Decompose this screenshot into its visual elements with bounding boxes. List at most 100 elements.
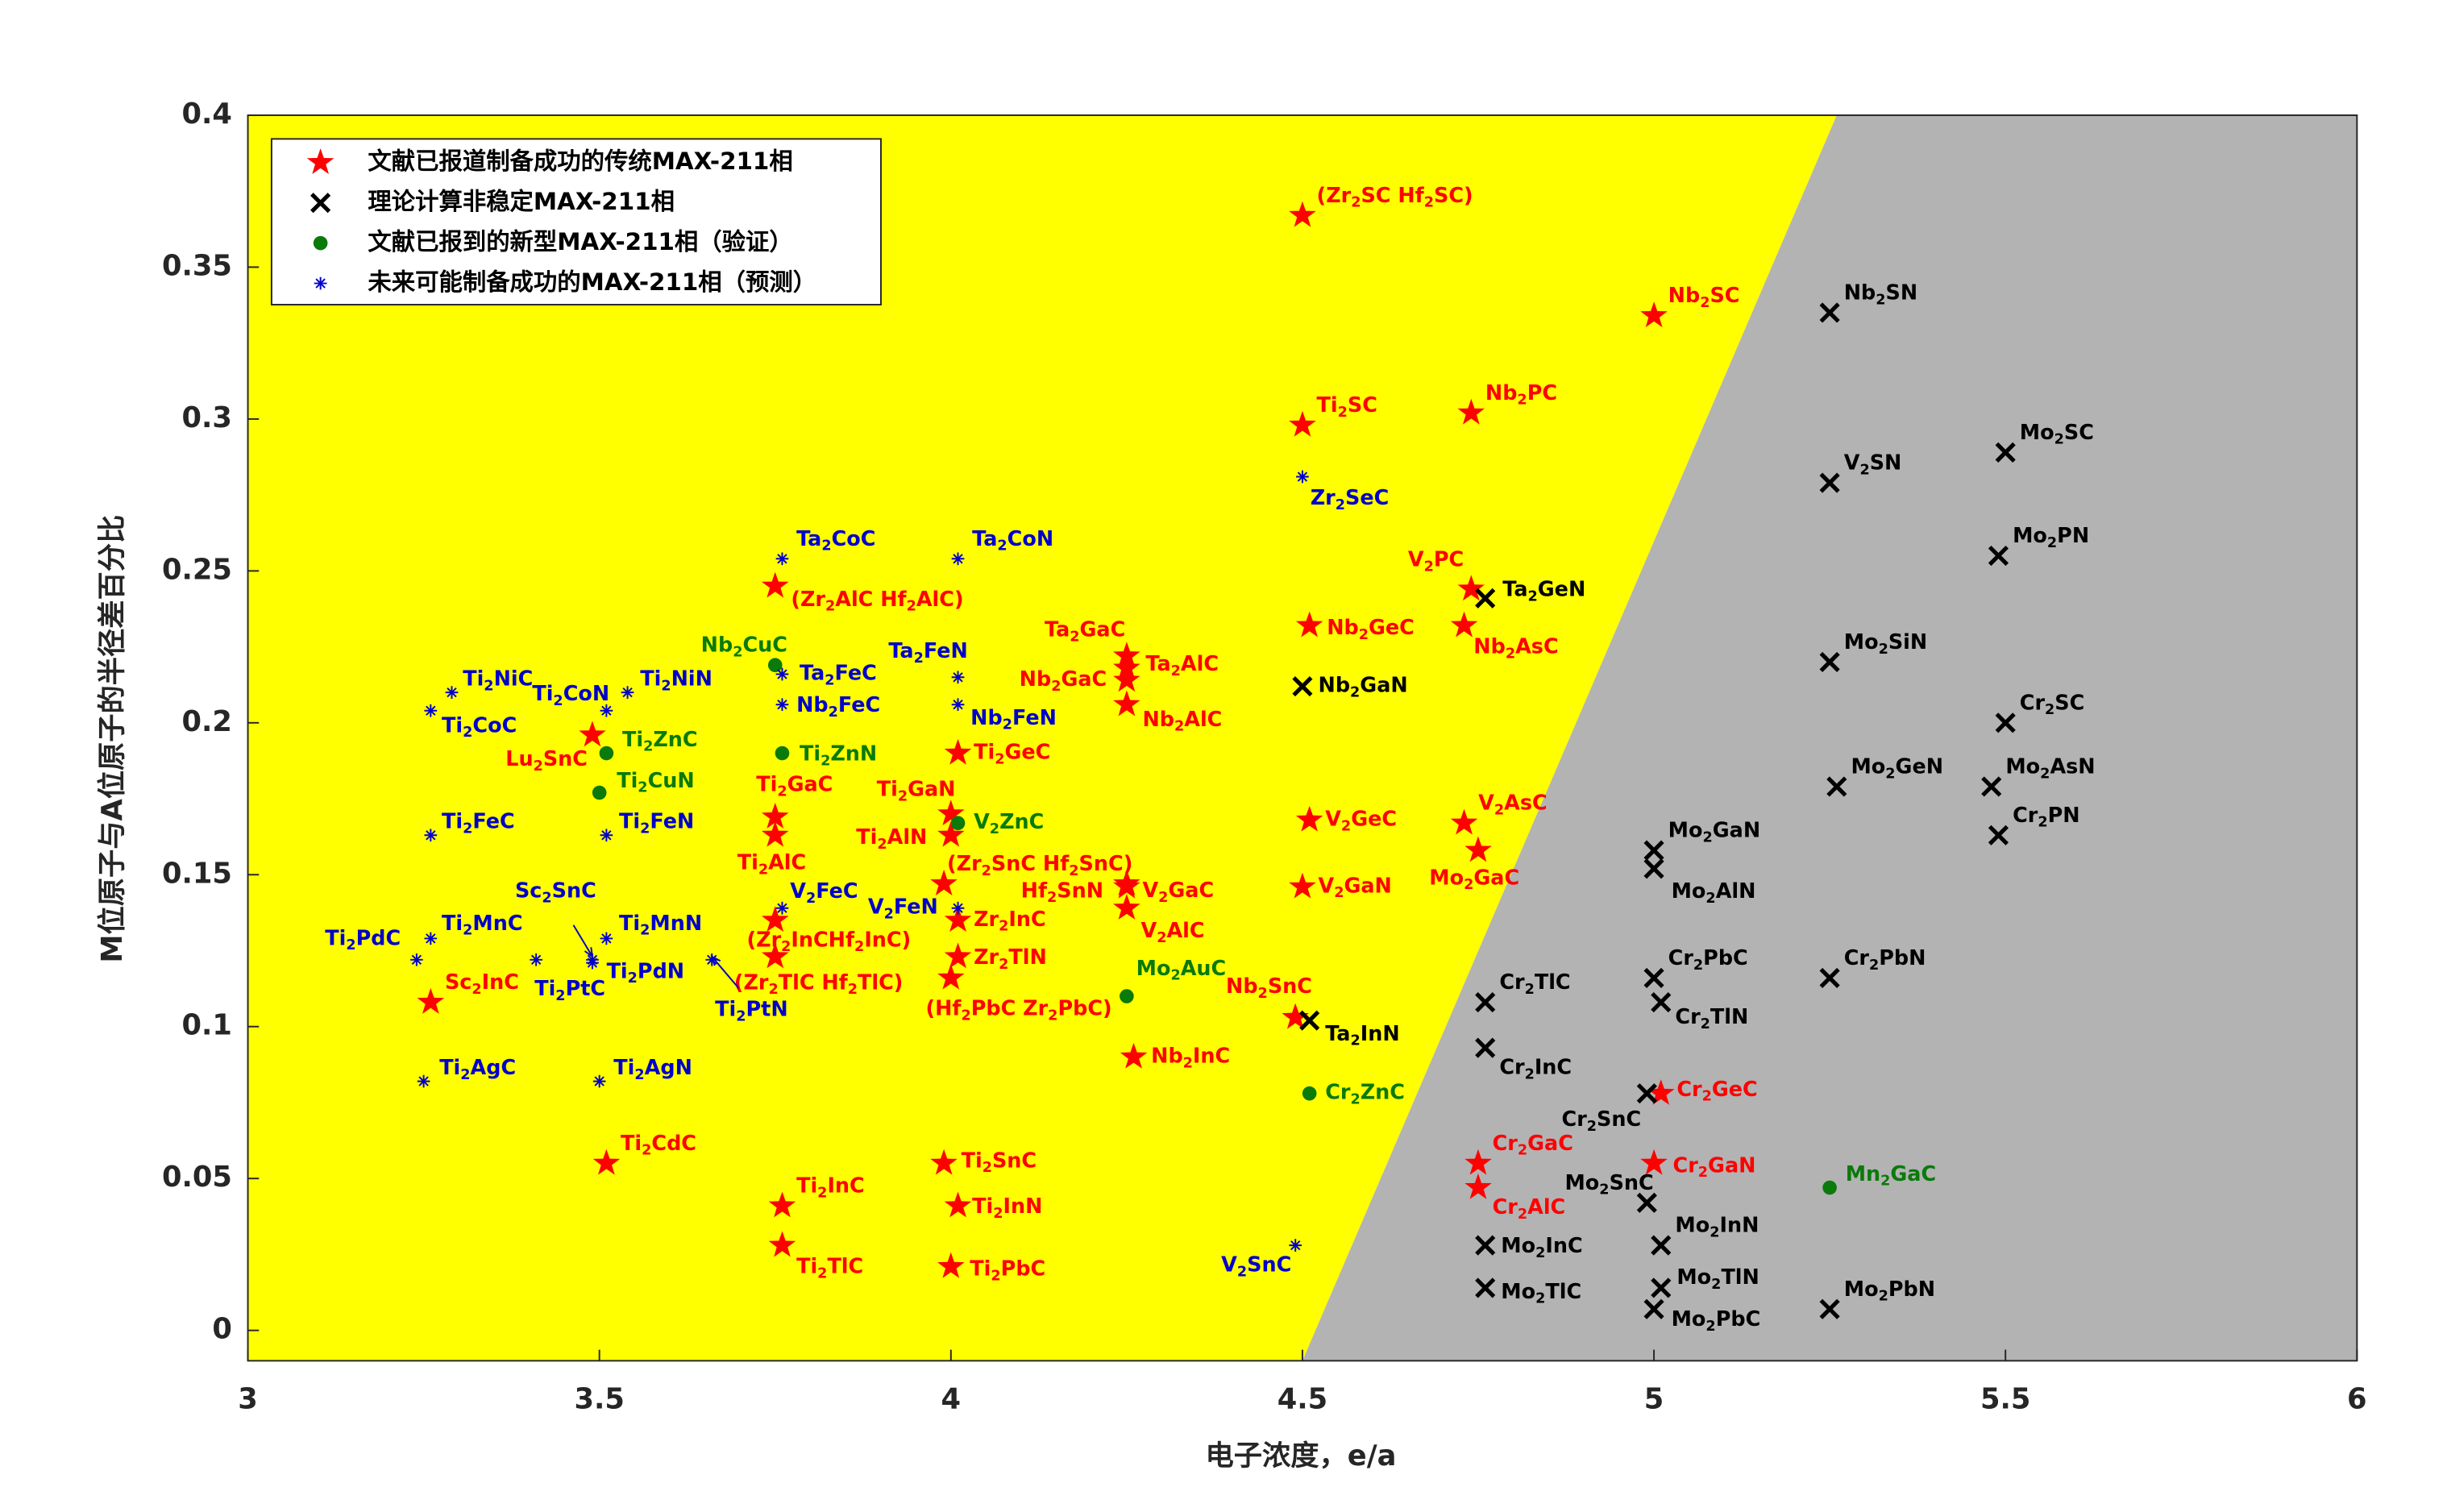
point-label: Cr2TlC [1499, 970, 1570, 998]
point-label: Mo2GaN [1668, 819, 1760, 846]
y-tick-label: 0.05 [162, 1161, 232, 1194]
y-tick-label: 0.2 [182, 705, 232, 738]
point-label: Cr2PbC [1668, 946, 1748, 974]
point-label: Cr2SC [2020, 691, 2085, 718]
star-marker [937, 800, 965, 826]
star-marker [937, 963, 965, 990]
x-tick-label: 6 [2347, 1382, 2367, 1415]
point-label: (Hf2PbC Zr2PbC) [925, 997, 1111, 1024]
point-label: Cr2GaC [1493, 1132, 1573, 1159]
asterisk-marker [424, 829, 438, 842]
x-tick-label: 4.5 [1278, 1382, 1327, 1415]
x-marker [1651, 1277, 1672, 1298]
label-arrow-head [710, 954, 721, 966]
star-marker [768, 1191, 796, 1218]
point-label: Ti2PtC [534, 977, 605, 1004]
star-marker [1113, 666, 1140, 692]
point-label: Ti2NiC [463, 667, 533, 694]
star-marker [944, 942, 972, 969]
point-label: V2PC [1408, 548, 1464, 575]
point-label: Mo2PN [2013, 524, 2089, 551]
star-marker [761, 906, 789, 932]
asterisk-marker [530, 953, 543, 966]
asterisk-marker [951, 552, 965, 566]
star-marker [1295, 805, 1323, 832]
asterisk-marker [1296, 470, 1309, 484]
asterisk-marker [600, 829, 613, 842]
star-marker [1295, 611, 1323, 638]
star-marker [944, 738, 972, 765]
star-marker [944, 1191, 972, 1218]
x-marker [1475, 588, 1496, 609]
point-label: Nb2PC [1485, 381, 1557, 409]
star-marker [937, 1252, 965, 1278]
legend-label: 文献已报道制备成功的传统MAX-211相 [368, 147, 792, 175]
point-label: Mo2TlC [1501, 1280, 1581, 1307]
point-label: V2SnC [1221, 1253, 1291, 1281]
x-marker [1299, 1010, 1320, 1031]
point-label: Cr2InC [1499, 1056, 1572, 1083]
x-marker [1643, 1298, 1664, 1319]
point-label: Mo2AlN [1672, 879, 1756, 907]
point-label: Ti2GeC [974, 741, 1050, 768]
x-axis-title: 电子浓度，e/a [1206, 1439, 1397, 1473]
x-marker [1981, 776, 2002, 797]
star-marker [1464, 1173, 1492, 1199]
point-label: Mo2GaC [1429, 866, 1519, 893]
point-label: Ti2AlN [856, 825, 927, 853]
legend-box [270, 138, 882, 305]
point-label: Cr2ZnC [1325, 1081, 1405, 1108]
x-marker [1819, 472, 1840, 493]
star-marker [1647, 1079, 1675, 1105]
x-marker [1988, 825, 2009, 845]
star-marker [417, 987, 445, 1014]
asterisk-marker [951, 698, 965, 712]
y-tick-label: 0.4 [182, 98, 232, 131]
legend: 文献已报道制备成功的传统MAX-211相理论计算非稳定MAX-211相文献已报到… [270, 138, 882, 305]
x-marker [1643, 858, 1664, 879]
x-marker [1292, 676, 1313, 697]
point-label: Cr2TlN [1675, 1005, 1748, 1032]
point-label: Hf2SnN [1021, 879, 1103, 906]
asterisk-marker [417, 1074, 430, 1088]
point-label: Mo2AuC [1136, 957, 1227, 984]
star-marker [1289, 201, 1316, 227]
point-label: Ta2CoN [972, 527, 1053, 555]
point-label: V2ZnC [974, 810, 1044, 837]
point-label: Nb2InC [1151, 1044, 1230, 1071]
star-marker [1113, 894, 1140, 920]
y-tick-label: 0.15 [162, 857, 232, 890]
x-marker [1826, 776, 1847, 797]
star-marker [1464, 1149, 1492, 1175]
x-marker [1995, 442, 2016, 463]
star-marker [761, 571, 789, 598]
asterisk-marker [705, 953, 719, 966]
x-marker [1819, 967, 1840, 989]
star-marker [1450, 808, 1478, 835]
circle-marker [1302, 1086, 1317, 1101]
point-label: Ti2InN [972, 1194, 1042, 1222]
point-label: Nb2AsC [1473, 635, 1558, 663]
point-label: Cr2GeC [1676, 1078, 1757, 1105]
point-label: Ti2PdC [325, 926, 401, 953]
asterisk-marker [592, 1074, 606, 1088]
y-tick-label: 0.35 [162, 249, 232, 282]
x-marker [1988, 545, 2009, 567]
point-label: (Zr2AlC Hf2AlC) [791, 588, 963, 615]
point-label: Sc2SnC [515, 879, 596, 907]
y-tick-label: 0.3 [182, 401, 232, 434]
point-label: Cr2PN [2013, 804, 2079, 831]
point-label: Nb2GaN [1319, 674, 1408, 701]
point-label: Nb2FeC [796, 693, 880, 721]
asterisk-marker [775, 698, 789, 712]
star-marker [1289, 410, 1316, 437]
point-label: (Zr2TlC Hf2TlC) [734, 970, 904, 998]
point-label: Mo2SiN [1844, 630, 1927, 658]
point-label: Ti2SC [1317, 393, 1377, 421]
x-marker [1475, 1277, 1496, 1298]
region [247, 114, 1837, 1361]
point-label: Lu2SnC [505, 747, 588, 775]
point-label: Mo2TlN [1676, 1265, 1759, 1293]
point-label: (Zr2SnC Hf2SnC) [947, 852, 1132, 879]
